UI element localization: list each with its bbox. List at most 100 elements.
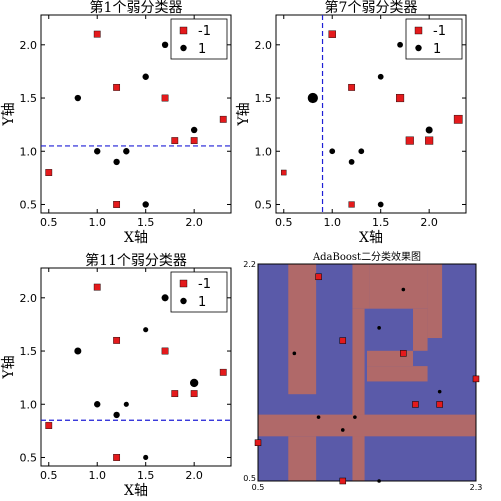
legend-label-positive: 1 (198, 295, 206, 310)
positive-class-point (123, 148, 130, 155)
positive-class-point (401, 287, 406, 292)
chart-title: AdaBoost二分类效果图 (312, 250, 421, 263)
negative-region (352, 264, 370, 309)
y-tick-label: 1.0 (20, 145, 38, 158)
negative-class-point (219, 368, 227, 376)
positive-class-point (94, 401, 101, 408)
positive-class-point (340, 428, 345, 432)
y-tick-label: 1.0 (20, 398, 38, 411)
y-axis-label: Y轴 (1, 355, 17, 379)
negative-class-point (190, 137, 198, 145)
negative-class-point (113, 454, 121, 461)
positive-class-point (74, 347, 82, 355)
y-axis-label: Y轴 (236, 102, 252, 126)
legend-marker-positive (180, 44, 187, 52)
positive-class-point (329, 148, 336, 155)
negative-class-point (412, 401, 419, 408)
legend-label-positive: 1 (433, 42, 441, 57)
negative-region (288, 436, 317, 481)
negative-class-point (219, 115, 227, 123)
negative-class-point (400, 350, 407, 357)
positive-class-point (348, 159, 355, 165)
positive-class-point (377, 73, 384, 80)
y-axis-label: Y轴 (1, 102, 17, 126)
negative-class-point (348, 83, 356, 91)
positive-class-point (377, 479, 381, 483)
y-tick-label: 0.5 (20, 451, 38, 464)
positive-class-point (358, 148, 365, 155)
positive-class-point (161, 294, 169, 302)
negative-class-point (453, 114, 463, 124)
x-tick-label: 1.5 (137, 469, 155, 482)
legend: -11 (170, 18, 228, 60)
legend-marker-negative (179, 26, 188, 35)
x-tick-label: 1.5 (137, 216, 155, 229)
legend-label-positive: 1 (198, 42, 206, 57)
negative-region (258, 414, 476, 437)
negative-region (413, 308, 428, 351)
negative-class-point (45, 169, 53, 176)
x-tick-label: 1.0 (88, 216, 106, 229)
negative-class-point (93, 283, 101, 291)
negative-region (427, 264, 443, 339)
positive-class-point (113, 411, 120, 419)
positive-class-point (113, 158, 120, 166)
negative-region (369, 264, 428, 309)
chart-title: 第7个弱分类器 (325, 0, 418, 16)
y-tick-label: 2.0 (20, 292, 38, 305)
positive-class-point (437, 389, 442, 394)
x-tick-label: 1.0 (88, 469, 106, 482)
positive-class-point (161, 41, 169, 49)
y-tick-label: 2.0 (255, 39, 273, 52)
legend: -11 (405, 18, 463, 60)
positive-class-point (142, 201, 149, 208)
negative-class-point (113, 336, 121, 344)
positive-class-point (377, 326, 381, 330)
positive-class-point (397, 41, 403, 48)
x-axis-label: X轴 (359, 230, 383, 246)
positive-class-point (353, 415, 357, 419)
positive-class-point (94, 148, 101, 155)
negative-class-point (113, 83, 121, 91)
x-tick-label: 0.5 (40, 469, 58, 482)
legend-label-negative: -1 (198, 24, 211, 39)
y-tick-label: 0.5 (255, 198, 273, 211)
negative-class-point (425, 136, 434, 145)
legend-box (405, 18, 463, 60)
negative-class-point (280, 169, 287, 176)
positive-class-point (74, 94, 82, 102)
x-tick-label: 2.0 (185, 216, 203, 229)
legend-label-negative: -1 (433, 24, 446, 39)
chart-title: 第1个弱分类器 (90, 0, 183, 16)
negative-class-point (328, 30, 336, 38)
y-tick-label: 2.0 (20, 39, 38, 52)
positive-class-point (143, 327, 149, 333)
y-tick-label: 1.5 (20, 92, 38, 105)
negative-class-point (472, 375, 480, 383)
negative-class-point (339, 477, 347, 485)
positive-class-point (377, 201, 384, 208)
positive-class-point (425, 126, 433, 134)
positive-class-point (190, 378, 199, 388)
negative-class-point (161, 94, 169, 102)
y-tick-label: 0.5 (20, 198, 38, 211)
x-tick-label: 2.0 (420, 216, 438, 229)
legend: -11 (170, 271, 228, 313)
negative-class-point (171, 390, 179, 398)
x-tick-label: 2.3 (470, 483, 483, 492)
legend-marker-negative (414, 26, 423, 35)
legend-marker-negative (179, 279, 188, 288)
x-axis-label: X轴 (124, 483, 148, 499)
x-tick-label: 1.0 (323, 216, 341, 229)
plot-frame (257, 263, 477, 482)
negative-class-point (315, 273, 322, 281)
y-tick-label: 1.5 (255, 92, 273, 105)
negative-class-point (190, 390, 198, 398)
y-tick-label: 1.5 (20, 345, 38, 358)
negative-region (288, 264, 317, 395)
negative-class-point (405, 136, 414, 145)
